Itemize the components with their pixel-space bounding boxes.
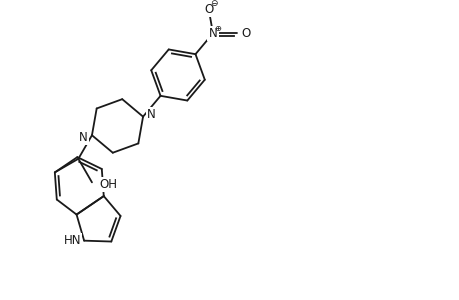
Text: N: N: [208, 27, 217, 40]
Text: HN: HN: [64, 234, 81, 247]
Text: ⊖: ⊖: [209, 0, 217, 8]
Text: N: N: [79, 131, 88, 144]
Text: O: O: [204, 3, 213, 16]
Text: ⊕: ⊕: [214, 24, 221, 33]
Text: N: N: [146, 108, 155, 121]
Text: OH: OH: [100, 178, 118, 191]
Text: O: O: [241, 27, 250, 40]
